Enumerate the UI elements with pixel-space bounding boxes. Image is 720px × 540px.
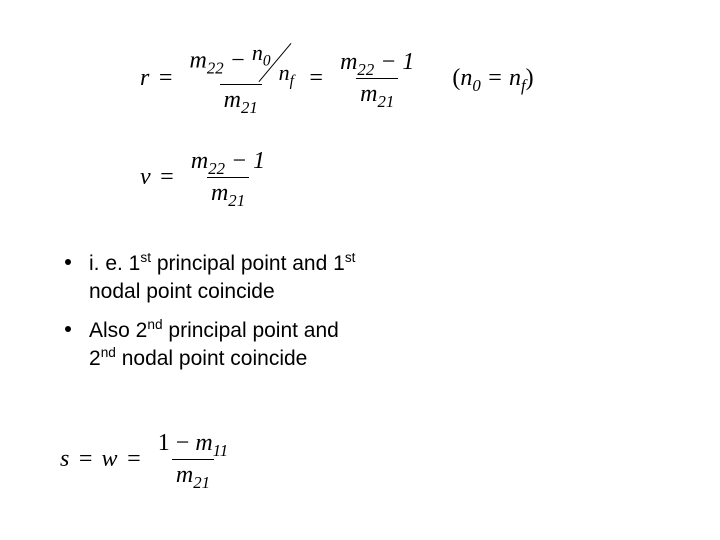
text: nodal point coincide — [89, 280, 275, 303]
eq2-den: m21 — [207, 177, 249, 207]
eq2-num: m22 − 1 — [187, 148, 269, 177]
sup: st — [345, 250, 356, 265]
m-var: m — [340, 49, 357, 75]
m-var: m — [195, 430, 212, 456]
sub0: 0 — [472, 75, 480, 94]
eq1-frac2-num: m22 − 1 — [336, 49, 418, 78]
eq1-frac2: m22 − 1 m21 — [336, 49, 418, 108]
bullet-dot-icon — [65, 259, 71, 265]
sub: 22 — [207, 58, 224, 77]
text: i. e. 1 — [89, 252, 140, 275]
eq1-frac1-den: m21 — [220, 84, 262, 114]
eq3-num: 1 − m11 — [154, 430, 232, 459]
equals-sign: = — [157, 65, 173, 92]
bullet-item-1: i. e. 1st principal point and 1st nodal … — [65, 250, 365, 307]
equation-v: v = m22 − 1 m21 — [140, 148, 273, 207]
eq2-frac: m22 − 1 m21 — [187, 148, 269, 207]
subf: f — [290, 72, 294, 89]
sup: nd — [101, 345, 116, 360]
sub: 22 — [208, 159, 225, 178]
bullet-list: i. e. 1st principal point and 1st nodal … — [65, 250, 365, 383]
sub: 11 — [213, 441, 229, 460]
sub: 21 — [193, 473, 210, 492]
sup: st — [140, 250, 151, 265]
slash-fraction: n0 nf — [252, 42, 292, 82]
m-var: m — [176, 462, 193, 488]
eq1-frac1: m22 − n0 nf m21 — [186, 42, 296, 114]
equals-sign-2: = — [308, 65, 324, 92]
n: n — [252, 40, 263, 65]
eq3-den: m21 — [172, 459, 214, 489]
nf: nf — [279, 60, 294, 86]
m-var: m — [211, 180, 228, 206]
bullet-item-2: Also 2nd principal point and 2nd nodal p… — [65, 317, 365, 374]
n0: n0 — [252, 40, 271, 66]
equation-s-w: s = w = 1 − m11 m21 — [60, 430, 236, 489]
sub: 21 — [228, 191, 245, 210]
sup: nd — [147, 317, 162, 332]
n: n — [460, 65, 472, 91]
bullet-dot-icon — [65, 326, 71, 332]
eq1-frac1-num: m22 − n0 nf — [186, 42, 296, 84]
eq3-lhs2: w — [102, 446, 118, 473]
text: 1 − — [158, 430, 196, 456]
eq3-frac: 1 − m11 m21 — [154, 430, 232, 489]
m-var: m — [360, 81, 377, 107]
eq1-frac2-den: m21 — [356, 78, 398, 108]
text: principal point and 1 — [151, 252, 345, 275]
sub: 21 — [378, 91, 395, 110]
eq2-lhs: v — [140, 164, 151, 191]
m-var: m — [224, 87, 241, 113]
n: n — [509, 65, 521, 91]
m-var: m — [191, 148, 208, 174]
minus: − — [224, 48, 252, 74]
rest: − 1 — [225, 148, 265, 174]
text: Also 2 — [89, 319, 147, 342]
equals-sign: = — [159, 164, 175, 191]
paren-close: ) — [526, 65, 534, 91]
equation-r: r = m22 − n0 nf m21 = m22 − 1 m21 (n0 = … — [140, 42, 534, 114]
equals-sign: = — [77, 446, 93, 473]
n: n — [279, 60, 290, 85]
sub: 22 — [357, 59, 374, 78]
eq: = — [481, 65, 509, 91]
sub: 21 — [241, 98, 258, 117]
rest: − 1 — [374, 49, 414, 75]
eq1-condition: (n0 = nf) — [452, 65, 533, 92]
eq3-lhs1: s — [60, 446, 69, 473]
text: nodal point coincide — [116, 347, 307, 370]
m-var: m — [190, 48, 207, 74]
equals-sign: = — [126, 446, 142, 473]
eq1-lhs: r — [140, 65, 149, 92]
